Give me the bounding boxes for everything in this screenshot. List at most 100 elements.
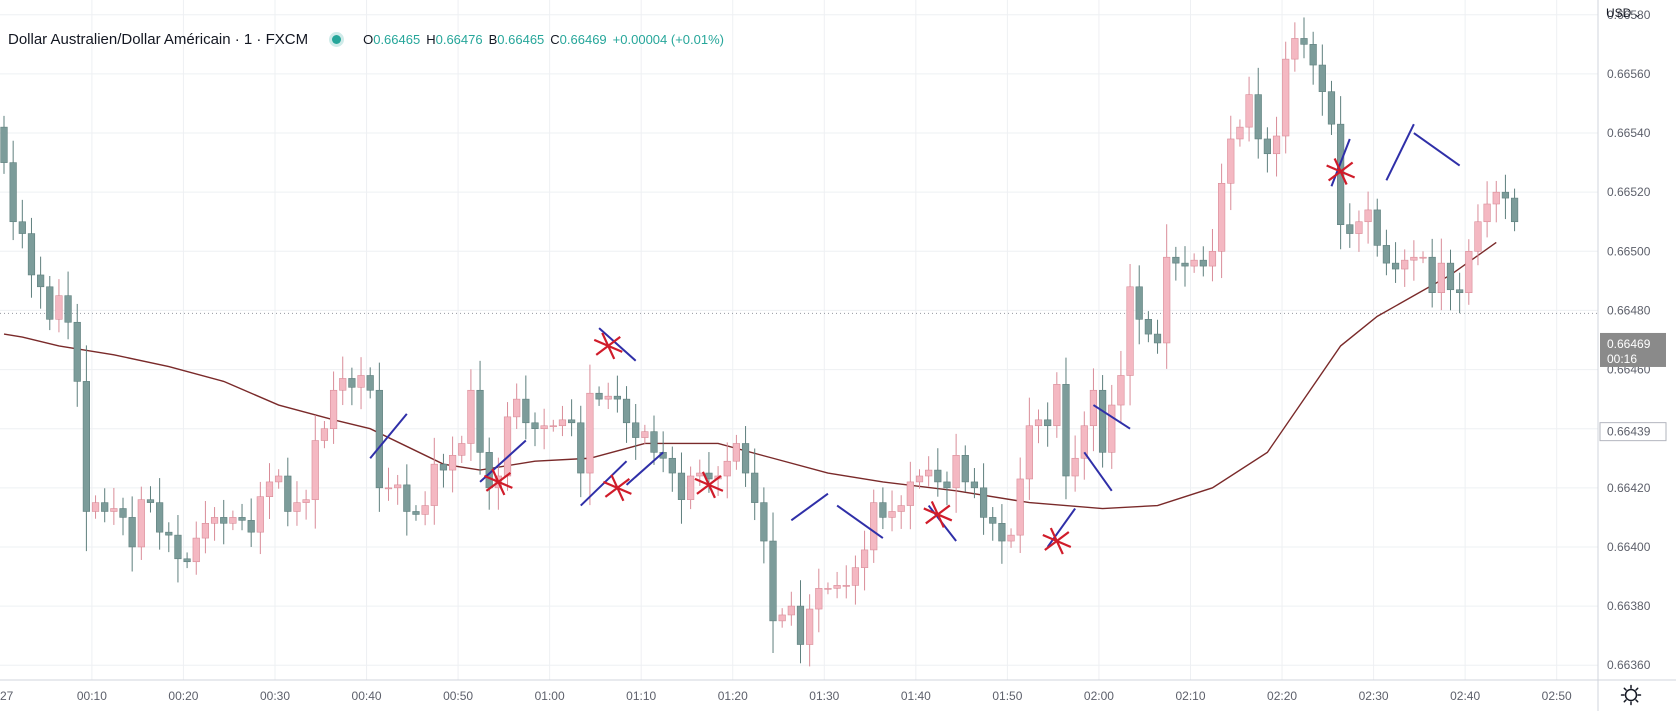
candle	[329, 371, 338, 444]
candle-body	[27, 233, 36, 276]
candle	[796, 580, 805, 664]
settings-button[interactable]	[1620, 684, 1642, 706]
candle-body	[961, 455, 969, 483]
candle	[522, 375, 530, 440]
candle-body	[860, 549, 869, 568]
candle	[1474, 204, 1482, 266]
candle-body	[1300, 38, 1308, 45]
candle-body	[1355, 221, 1363, 234]
candle	[18, 199, 26, 249]
symbol-title[interactable]: Dollar Australien/Dollar Américain · 1 ·…	[8, 31, 309, 48]
trend-line-drawing	[580, 460, 628, 507]
candle	[320, 421, 329, 449]
candle	[1053, 372, 1061, 438]
star-stroke	[925, 504, 951, 525]
candle	[64, 271, 72, 340]
candle	[961, 445, 969, 492]
candle-body	[1272, 135, 1281, 155]
candle-body	[1190, 259, 1198, 267]
red-star-drawing	[483, 468, 513, 496]
candle-body	[1465, 251, 1473, 293]
candle-body	[934, 469, 942, 483]
candle-body	[970, 481, 979, 489]
candle-body	[732, 443, 740, 462]
candle-body	[595, 392, 603, 400]
candle-body	[146, 499, 155, 503]
candle-body	[1492, 191, 1500, 205]
x-tick-label: 02:10	[1175, 689, 1205, 703]
candle-body	[979, 487, 988, 518]
candle	[201, 500, 210, 554]
candle-body	[1044, 419, 1052, 427]
candle	[879, 487, 887, 530]
candle-body	[247, 520, 255, 533]
candle-body	[943, 481, 951, 489]
candle-body	[915, 475, 924, 483]
candle-body	[1218, 183, 1226, 252]
candle	[1465, 239, 1473, 305]
close-key: C	[550, 32, 560, 47]
candle	[613, 375, 621, 413]
candle-body	[1062, 384, 1070, 477]
candle	[659, 431, 667, 473]
marker-price-label-bg	[1599, 422, 1667, 442]
candle-body	[64, 295, 72, 323]
candle-body	[1227, 138, 1235, 184]
candle	[238, 503, 246, 531]
candle-body	[1208, 251, 1217, 267]
x-tick-label: 00:50	[443, 689, 473, 703]
candle	[1291, 22, 1299, 72]
candle	[513, 383, 521, 429]
candle	[860, 530, 869, 591]
candle	[1327, 80, 1336, 135]
candle-body	[265, 481, 274, 497]
candle	[1099, 375, 1107, 468]
candle-body	[1153, 333, 1162, 344]
candle-body	[513, 398, 521, 418]
candle-body	[806, 608, 814, 645]
candle-body	[641, 431, 649, 438]
candle-body	[1382, 245, 1391, 264]
candle-body	[1172, 256, 1180, 264]
candle-body	[1346, 224, 1354, 234]
trend-line-drawing	[836, 504, 884, 539]
change-value: +0.00004 (+0.01%)	[612, 32, 724, 47]
y-tick-label: 0.66360	[1607, 658, 1651, 672]
candle-body	[1437, 262, 1445, 293]
candle-body	[1391, 262, 1400, 270]
candle-body	[320, 428, 329, 441]
candle	[256, 481, 264, 555]
candle	[1218, 163, 1226, 279]
open-key: O	[363, 32, 374, 47]
candle-body	[174, 534, 182, 560]
candle	[394, 474, 402, 505]
candle	[46, 275, 54, 331]
candle	[119, 497, 127, 536]
candle-body	[769, 540, 777, 622]
candle-body	[1163, 256, 1171, 344]
candle	[156, 478, 164, 550]
candle	[357, 357, 365, 410]
candle	[577, 405, 585, 498]
candle	[1144, 311, 1152, 343]
candle-body	[1236, 126, 1244, 140]
trend-line-drawing	[1046, 507, 1076, 548]
currency-selector[interactable]: USD ⌄	[1606, 6, 1642, 20]
last-price-label-bg	[1600, 332, 1666, 367]
candle	[183, 552, 191, 569]
candle	[165, 522, 173, 553]
candle-body	[1483, 203, 1491, 223]
candle-body	[348, 378, 356, 388]
candle	[760, 487, 768, 564]
candle	[1282, 41, 1290, 154]
red-star-drawing	[923, 500, 953, 528]
candle	[128, 496, 136, 572]
y-tick-label: 0.66560	[1607, 67, 1651, 81]
candle-body	[842, 585, 850, 587]
candle-body	[9, 162, 17, 223]
candle-body	[1135, 286, 1143, 320]
candle-body	[1327, 91, 1336, 125]
y-tick-label: 0.66480	[1607, 303, 1651, 317]
candle	[110, 487, 118, 525]
